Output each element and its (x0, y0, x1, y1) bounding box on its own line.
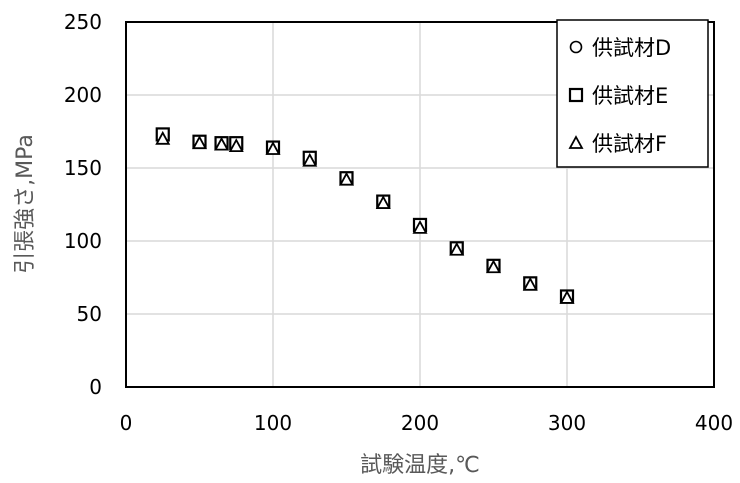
x-tick-label: 100 (254, 411, 292, 435)
data-point-triangle (449, 241, 465, 256)
tick-labels: 0 100 200 300 400 0 50 100 150 200 250 (64, 10, 733, 435)
x-axis-title: 試験温度,℃ (360, 453, 480, 478)
x-tick-label: 200 (401, 411, 439, 435)
data-point-triangle (155, 130, 171, 145)
data-point-triangle (412, 219, 428, 234)
y-axis-title: 引張強さ,MPa (13, 134, 38, 274)
y-tick-label: 0 (89, 375, 102, 399)
y-tick-label: 150 (64, 156, 102, 180)
x-tick-label: 0 (120, 411, 133, 435)
y-tick-label: 50 (77, 302, 102, 326)
legend-triangle-icon (568, 135, 584, 149)
data-point-triangle (338, 171, 355, 186)
legend-label: 供試材E (592, 84, 668, 108)
data-point-triangle (228, 138, 244, 153)
data-points (155, 127, 575, 304)
data-point-triangle (214, 136, 230, 151)
data-point-triangle (191, 135, 208, 150)
plot-frame (125, 21, 715, 388)
legend-circle-icon (569, 40, 583, 54)
legend-label: 供試材F (592, 132, 667, 156)
data-point-triangle (302, 152, 318, 167)
legend-square-icon (568, 87, 584, 103)
y-tick-label: 200 (64, 83, 102, 107)
data-point-triangle (522, 276, 538, 291)
y-tick-label: 250 (64, 10, 102, 34)
x-tick-label: 400 (695, 411, 733, 435)
data-point-triangle (375, 195, 391, 209)
y-tick-label: 100 (64, 229, 102, 253)
plot-area-border (125, 21, 715, 388)
legend-label: 供試材D (592, 36, 671, 60)
data-point-triangle (265, 141, 281, 155)
x-tick-label: 300 (548, 411, 586, 435)
legend: 供試材D 供試材E 供試材F (556, 19, 709, 168)
data-point-triangle (485, 259, 502, 274)
data-point-triangle (559, 290, 575, 304)
